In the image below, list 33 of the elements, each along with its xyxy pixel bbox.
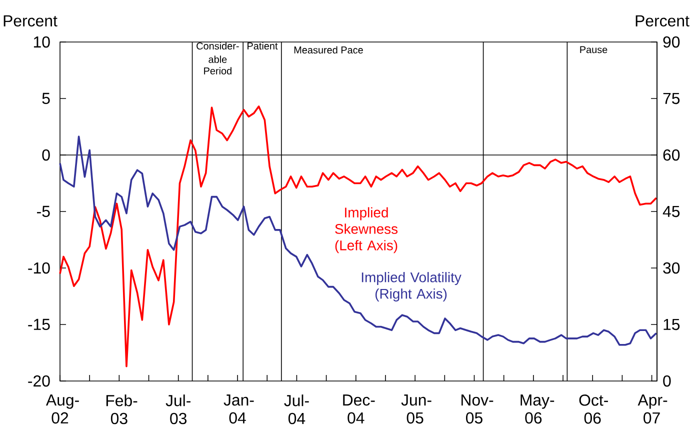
y-tick-label: 0: [42, 149, 50, 161]
y-tick-label: -5: [37, 206, 50, 218]
ref-line-label: Measured Pace: [294, 46, 363, 54]
ref-line-label: Consider-able Period: [196, 42, 239, 74]
y-tick-label: -20: [28, 375, 50, 387]
y2-axis-title: Percent: [636, 15, 690, 26]
x-tick-label: May-06: [520, 394, 554, 424]
x-tick-label: Dec-04: [343, 394, 375, 424]
x-tick-label: Jan-04: [224, 394, 254, 424]
y2-tick-label: 15: [664, 318, 680, 330]
x-tick-label: Apr-07: [638, 394, 668, 424]
y2-tick-label: 30: [663, 262, 680, 274]
x-tick-label: Feb-03: [106, 394, 138, 424]
y2-tick-label: 75: [663, 92, 680, 104]
y-tick-label: -15: [28, 318, 50, 330]
y2-tick-label: 60: [663, 149, 680, 161]
x-tick-label: Nov-05: [462, 394, 494, 424]
ref-line-label: Pause: [580, 46, 608, 54]
y2-tick-label: 45: [662, 206, 680, 218]
x-tick-label: Aug-02: [46, 394, 79, 424]
y2-tick-label: 90: [663, 36, 680, 48]
y-axis-title: Percent: [4, 15, 58, 26]
x-tick-label: Jul-04: [284, 394, 309, 424]
series-label: Implied Volatility (Right Axis): [362, 272, 462, 302]
y-tick-label: -10: [28, 262, 50, 274]
y-tick-label: 10: [34, 36, 50, 48]
x-tick-label: Oct-06: [579, 394, 608, 424]
series-label: Implied Skewness (Left Axis): [335, 207, 398, 254]
ref-line-label: Patient: [248, 42, 278, 50]
y-tick-label: 5: [42, 92, 50, 104]
y2-tick-label: 0: [663, 375, 671, 387]
x-tick-label: Jul-03: [166, 394, 190, 424]
x-tick-label: Jun-05: [401, 394, 432, 424]
